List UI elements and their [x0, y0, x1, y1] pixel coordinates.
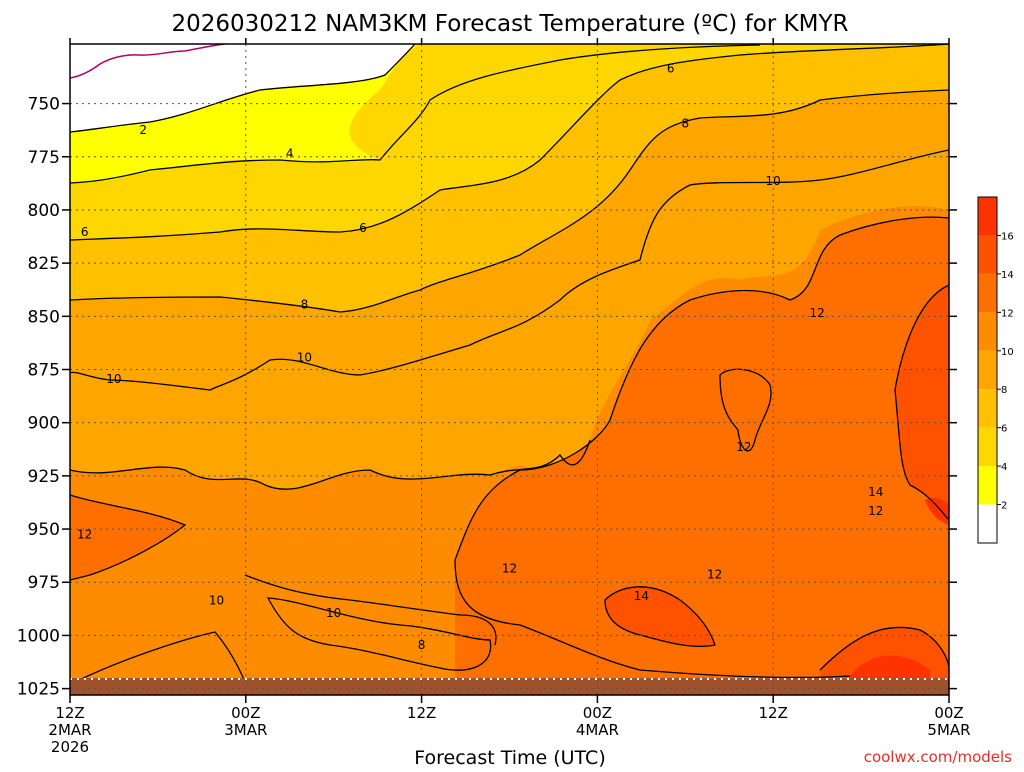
gridlines — [70, 44, 949, 695]
colorbar: 2 4 6 8 10 12 14 16 — [977, 196, 1014, 544]
colorbar-label: 16 — [1001, 231, 1014, 242]
contour-label: 6 — [667, 61, 675, 75]
x-tick-time: 12Z — [407, 704, 436, 722]
band-10-12 — [75, 632, 245, 682]
contour-line-10 — [70, 149, 949, 391]
contour-line-10 — [74, 631, 246, 683]
band-14-16 — [895, 285, 949, 520]
band-16-18 — [925, 497, 949, 525]
contour-label: 2 — [139, 123, 147, 137]
colorbar-label: 4 — [1001, 462, 1007, 473]
contour-line-12 — [454, 216, 949, 679]
band-0-2 — [70, 44, 415, 132]
contour-line-14 — [894, 284, 949, 521]
x-tick-time: 00Z — [934, 704, 963, 722]
contour-label: 14 — [868, 485, 883, 499]
colorbar-label: 12 — [1001, 308, 1014, 319]
contour-line-10 — [244, 574, 497, 646]
contour-line-8 — [70, 89, 949, 313]
contour-label: 10 — [106, 372, 121, 386]
x-tick-time: 12Z — [759, 704, 788, 722]
colorbar-frame — [977, 196, 998, 544]
colorbar-swatch — [978, 504, 997, 543]
contour-label: 8 — [301, 298, 309, 312]
colorbar-swatch — [978, 389, 997, 428]
x-axis-title: Forecast Time (UTC) — [414, 747, 605, 768]
x-tick-time: 12Z — [55, 704, 84, 722]
colorbar-label: 6 — [1001, 424, 1007, 435]
contour-line-12 — [719, 368, 772, 452]
contour-label: 10 — [209, 593, 224, 607]
y-tick-label: 950 — [28, 520, 60, 540]
x-tick-time: 00Z — [231, 704, 260, 722]
watermark: coolwx.com/models — [864, 748, 1012, 766]
band-12-14 — [455, 217, 949, 695]
colorbar-swatch — [978, 235, 997, 274]
y-tick-label: 825 — [28, 254, 60, 274]
colorbar-swatch — [978, 427, 997, 467]
contour-line-6 — [70, 44, 949, 241]
y-tick-label: 875 — [28, 361, 60, 381]
contour-label: 12 — [810, 306, 825, 320]
colorbar-label: 2 — [1001, 501, 1007, 512]
contour-lines — [70, 44, 949, 683]
chart-title: 2026030212 NAM3KM Forecast Temperature (… — [172, 11, 849, 37]
contour-label: 14 — [634, 589, 649, 603]
zero-degree-line — [70, 44, 226, 79]
y-tick-label: 975 — [28, 573, 60, 593]
contour-line-14 — [604, 586, 716, 647]
x-tick-date: 4MAR — [576, 721, 619, 739]
contour-label: 12 — [707, 568, 722, 582]
colorbar-swatch — [978, 197, 997, 236]
y-tick-label: 1025 — [17, 680, 60, 700]
contour-line-14 — [819, 626, 949, 671]
contour-label: 10 — [326, 606, 341, 620]
y-tick-label: 750 — [28, 95, 60, 115]
contour-line-4 — [70, 44, 761, 184]
colorbar-swatch — [978, 350, 997, 390]
colorbar-label: 14 — [1001, 270, 1014, 281]
colorbar-swatch — [978, 312, 997, 351]
contour-label: 12 — [868, 504, 883, 518]
contour-label: 12 — [77, 527, 92, 541]
y-tick-label: 850 — [28, 307, 60, 327]
contour-label: 12 — [736, 440, 751, 454]
colorbar-swatch — [978, 466, 997, 505]
contour-label: 8 — [418, 638, 426, 652]
contour-label: 12 — [502, 561, 517, 575]
band-12-14 — [70, 495, 185, 580]
x-tick-date: 5MAR — [927, 721, 970, 739]
colorbar-label: 10 — [1001, 347, 1014, 358]
x-tick-date: 3MAR — [224, 721, 267, 739]
contour-label: 8 — [681, 117, 689, 131]
contour-label: 6 — [359, 221, 367, 235]
contour-label: 10 — [766, 174, 781, 188]
plot-area — [70, 44, 949, 695]
y-tick-label: 1000 — [17, 626, 60, 646]
y-tick-label: 900 — [28, 414, 60, 434]
y-tick-label: 925 — [28, 467, 60, 487]
colorbar-label: 8 — [1001, 385, 1007, 396]
contour-line-2 — [70, 44, 416, 133]
contour-label: 6 — [81, 225, 89, 239]
contour-label: 10 — [297, 351, 312, 365]
band-14-16 — [605, 586, 715, 647]
contour-line-10 — [70, 439, 591, 490]
y-tick-label: 775 — [28, 148, 60, 168]
ground-strip — [70, 678, 949, 695]
colorbar-swatch — [978, 273, 997, 313]
contour-line-8 — [266, 597, 492, 671]
y-axis: 750 775 800 825 850 875 900 925 950 975 1000 1025 — [17, 95, 957, 700]
contour-label: 4 — [286, 147, 294, 161]
contour-line-12 — [70, 494, 187, 581]
y-tick-label: 800 — [28, 201, 60, 221]
x-tick-year: 2026 — [51, 738, 89, 756]
x-tick-date: 2MAR — [48, 721, 91, 739]
x-tick-time: 00Z — [583, 704, 612, 722]
contour-labels: 2 4 6 6 6 8 8 10 10 10 10 10 8 12 12 12 12 12 12 14 14 — [77, 61, 883, 652]
